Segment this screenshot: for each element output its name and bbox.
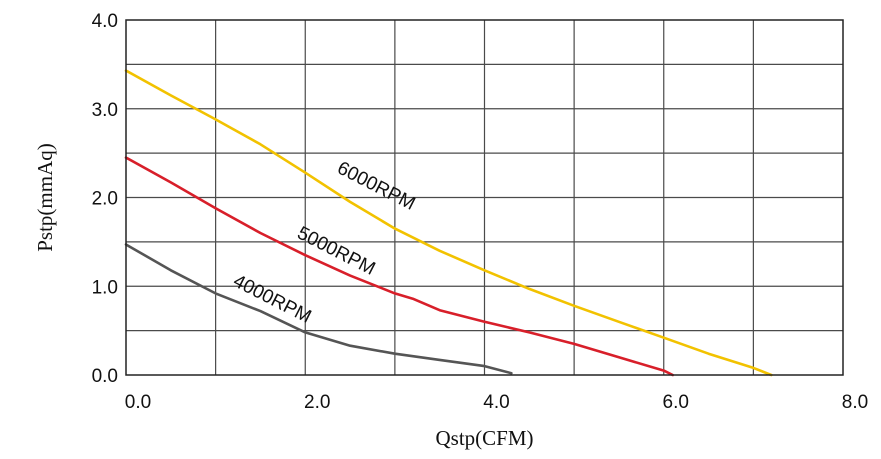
curve-5000rpm [124, 156, 675, 377]
plot-frame [125, 19, 844, 376]
curves [124, 69, 773, 377]
y-axis-title: Pstp(mmAq) [33, 143, 57, 252]
curve-6000rpm [124, 69, 773, 377]
grid [126, 20, 843, 375]
x-tick-label: 0.0 [125, 392, 151, 413]
y-tick-label: 4.0 [92, 11, 118, 32]
x-tick-label: 2.0 [304, 392, 330, 413]
x-tick-label: 8.0 [842, 392, 868, 413]
y-tick-labels: 0.0 1.0 2.0 3.0 4.0 [92, 11, 118, 387]
x-tick-label: 4.0 [483, 392, 509, 413]
y-tick-label: 2.0 [92, 189, 118, 210]
curve-label-6000rpm: 6000RPM [334, 158, 419, 215]
curve-4000rpm [124, 243, 513, 375]
curve-label-4000rpm: 4000RPM [230, 271, 315, 328]
y-tick-label: 0.0 [92, 366, 118, 387]
y-tick-label: 1.0 [92, 277, 118, 298]
x-tick-label: 6.0 [663, 392, 689, 413]
x-tick-labels: 0.0 2.0 4.0 6.0 8.0 [125, 392, 868, 413]
x-axis-title: Qstp(CFM) [435, 426, 533, 450]
curve-label-5000rpm: 5000RPM [294, 223, 379, 280]
y-tick-label: 3.0 [92, 100, 118, 121]
